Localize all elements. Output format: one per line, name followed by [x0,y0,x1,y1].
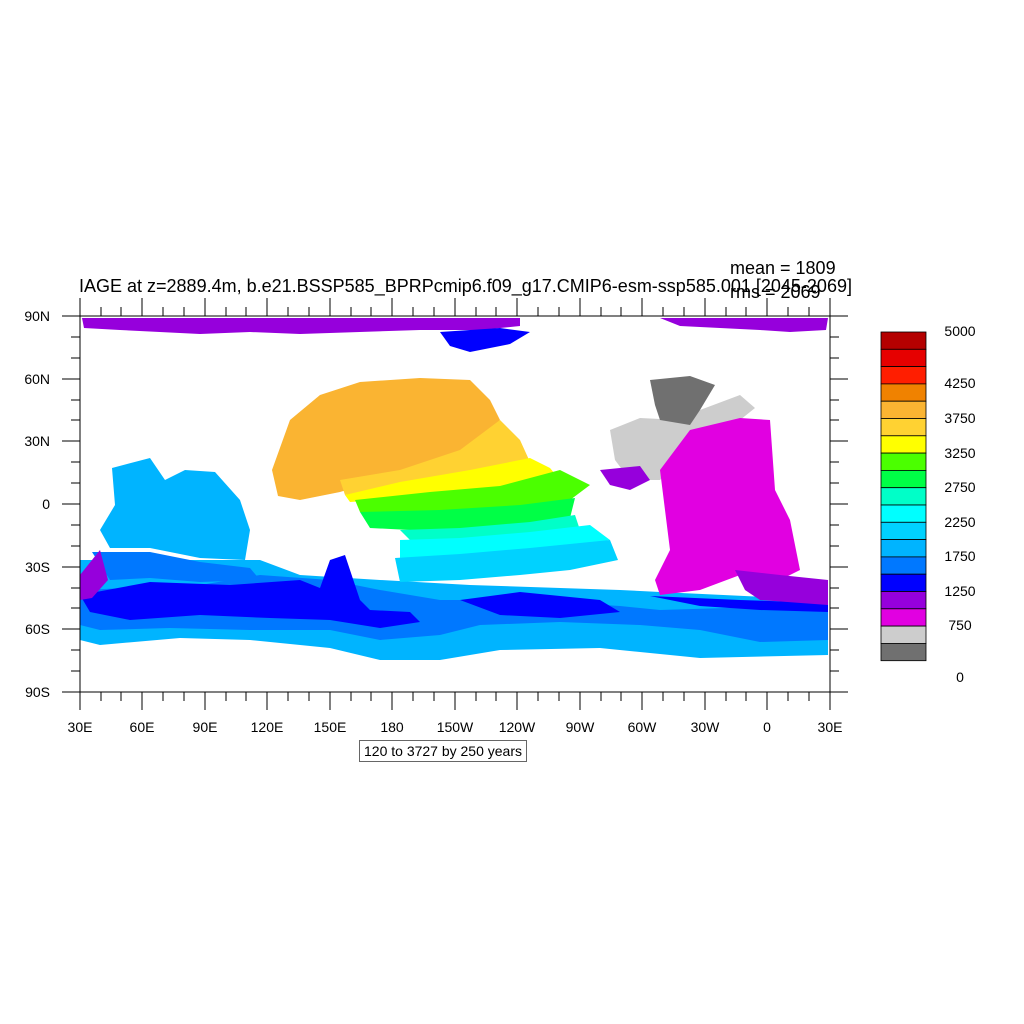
x-ticks [79,298,831,710]
south-pacific-lightblue [395,540,618,582]
atlantic-purple-south [735,570,828,605]
pacific-yellow [345,458,560,502]
north-pacific-yellow-orange [340,420,530,495]
colorbar-label: 1750 [944,548,976,564]
colorbar-label: 0 [956,669,964,685]
colorbar-box [880,366,927,385]
equatorial-green [355,470,590,512]
colorbar-box [880,435,927,454]
y-tick-label: 60N [24,371,50,387]
y-tick-label: 30S [25,559,50,575]
x-tick-label: 150W [436,719,474,735]
arctic-region [82,318,520,334]
colorbar-box [880,452,927,471]
colorbar-box [880,573,927,592]
colorbar-box [880,418,927,437]
caribbean-purple [600,466,650,490]
south-pacific-cyan [400,525,610,558]
indian-purple-west [80,550,108,600]
x-minor-ticks [100,307,810,701]
rms-label: rms = 2069 [730,282,821,302]
x-tick-label: 90E [192,719,218,735]
y-tick-label: 90S [25,684,50,700]
colorbar-box [880,400,927,419]
colorbar [880,331,927,662]
colorbar-box [880,643,927,662]
colorbar-box [880,331,927,350]
x-tick-label: 0 [763,719,771,735]
colorbar-box [880,556,927,575]
arctic-region-east [660,318,828,332]
southern-ocean-deep [80,555,420,628]
colorbar-label: 2250 [944,514,976,530]
x-tick-label: 60W [627,719,657,735]
north-pacific-orange [272,378,500,500]
x-tick-label: 120W [498,719,536,735]
x-tick-label: 90W [565,719,595,735]
y-minor-ticks [71,336,839,672]
colorbar-box [880,348,927,367]
x-tick-label: 180 [380,719,404,735]
colorbar-label: 2750 [944,479,976,495]
colorbar-box [880,625,927,644]
colorbar-label: 3750 [944,410,976,426]
southern-deep-east [460,592,620,618]
x-tick-label: 30W [690,719,720,735]
colorbar-label: 3250 [944,445,976,461]
colorbar-label: 750 [948,617,972,633]
x-tick-label: 60E [129,719,155,735]
colorbar-label: 1250 [944,583,976,599]
arctic-blue-patch [440,328,530,352]
colorbar-label: 5000 [944,323,976,339]
indian-ocean [100,458,250,560]
indian-ocean-south [92,552,260,582]
colorbar-box [880,608,927,627]
north-atlantic-gray [610,395,755,480]
colorbar-box [880,521,927,540]
equatorial-green-2 [360,498,575,530]
x-tick-label: 120E [250,719,284,735]
map-fill [80,318,828,660]
north-atlantic-darkgray [650,376,715,425]
y-tick-label: 90N [24,308,50,324]
colorbar-box [880,487,927,506]
plot-title: IAGE at z=2889.4m, b.e21.BSSP585_BPRPcmi… [79,276,852,296]
southern-deep-atl [650,596,828,612]
atlantic-magenta [655,418,800,595]
x-tick-label: 30E [817,719,843,735]
colorbar-box [880,504,927,523]
colorbar-box [880,591,927,610]
y-ticks [62,315,848,693]
y-tick-label: 30N [24,433,50,449]
x-tick-label: 30E [67,719,93,735]
y-tick-label: 0 [42,496,50,512]
contour-info-box: 120 to 3727 by 250 years [359,740,528,762]
colorbar-box [880,383,927,402]
colorbar-box [880,539,927,558]
y-tick-label: 60S [25,621,50,637]
colorbar-box [880,469,927,489]
colorbar-label: 4250 [944,375,976,391]
mean-label: mean = 1809 [730,258,836,278]
x-tick-label: 150E [313,719,347,735]
